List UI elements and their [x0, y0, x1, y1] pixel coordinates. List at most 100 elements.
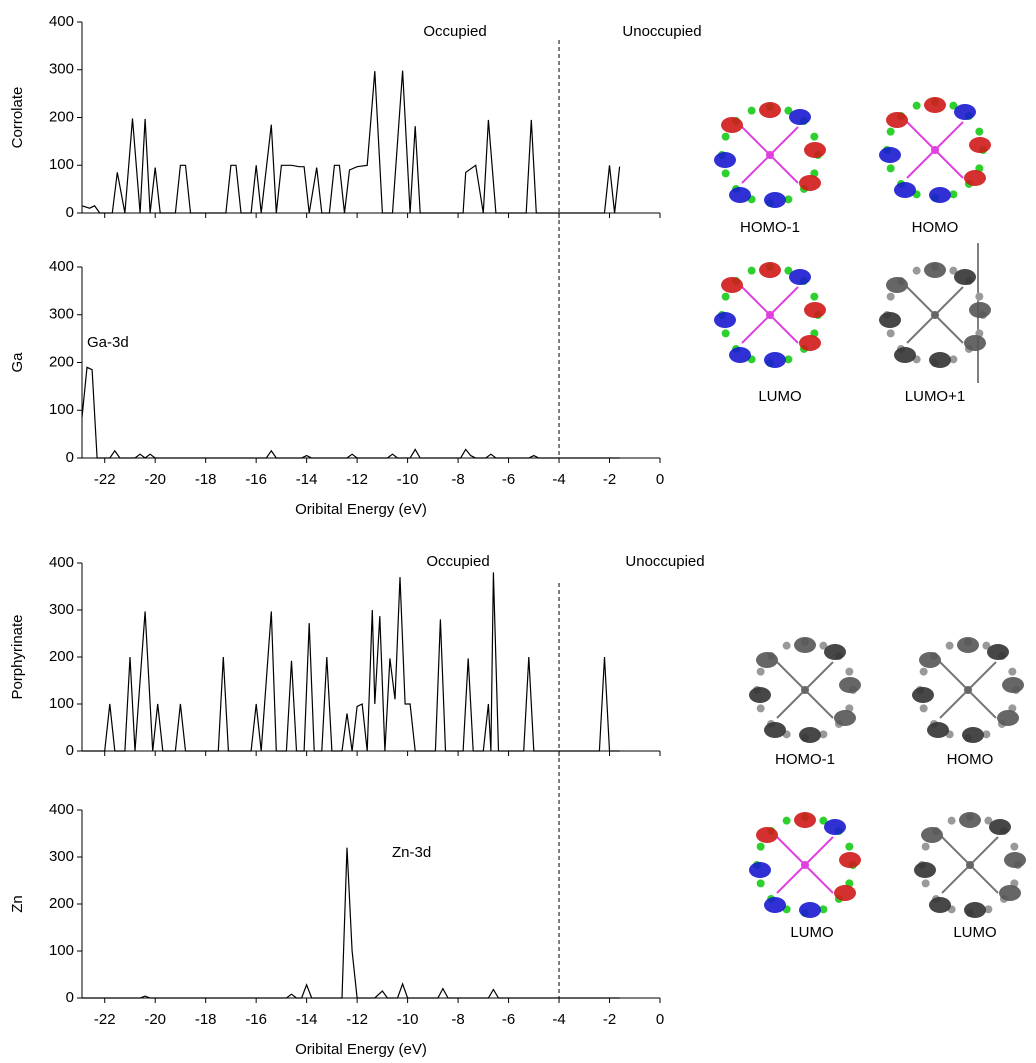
atom: [757, 668, 765, 676]
x-tick-label: -16: [245, 1011, 267, 1028]
y-tick-label: 300: [49, 306, 74, 323]
orbital-lobe: [929, 187, 951, 203]
atom: [722, 293, 730, 301]
orbital-image: [714, 102, 826, 208]
orbital-lobe: [789, 269, 811, 285]
orbital-lobe: [962, 727, 984, 743]
orbital-lobe: [729, 187, 751, 203]
x-tick-label: -22: [94, 471, 116, 488]
orbital-lobe: [924, 262, 946, 278]
orbital-lobe: [799, 335, 821, 351]
x-tick-label: -12: [346, 1011, 368, 1028]
orbital-lobe: [721, 277, 743, 293]
orbital-lobe: [959, 812, 981, 828]
orbital-lobe: [756, 827, 778, 843]
orbital-lobe: [954, 269, 976, 285]
atom: [748, 267, 756, 275]
orbital-lobe: [824, 644, 846, 660]
atom: [887, 164, 895, 172]
x-tick-label: 0: [656, 471, 664, 488]
annotation: Occupied: [426, 553, 489, 570]
orbital-lobe: [794, 637, 816, 653]
orbital-lobe: [927, 722, 949, 738]
orbital-label: LUMO+1: [905, 388, 965, 405]
x-tick-label: -18: [195, 471, 217, 488]
orbital-lobe: [924, 97, 946, 113]
orbital-lobe: [834, 885, 856, 901]
x-tick-label: -2: [603, 471, 616, 488]
orbital-lobe: [799, 902, 821, 918]
atom: [757, 704, 765, 712]
annotation: Unoccupied: [622, 23, 701, 40]
orbital-lobe: [919, 652, 941, 668]
x-tick-label: -6: [502, 1011, 515, 1028]
atom: [922, 879, 930, 887]
atom: [783, 817, 791, 825]
orbital-lobe: [759, 262, 781, 278]
orbital-lobe: [749, 862, 771, 878]
orbital-lobe: [764, 192, 786, 208]
orbital-lobe: [824, 819, 846, 835]
y-axis-label: Corrolate: [9, 87, 26, 149]
y-axis-label: Zn: [9, 895, 26, 913]
y-tick-label: 400: [49, 13, 74, 30]
orbital-lobe: [989, 819, 1011, 835]
atom: [887, 329, 895, 337]
atom: [887, 128, 895, 136]
orbital-label: HOMO-1: [740, 219, 800, 236]
y-axis-label: Porphyrinate: [9, 614, 26, 699]
orbital-lobe: [886, 277, 908, 293]
orbital-lobe: [929, 897, 951, 913]
orbital-lobe: [929, 352, 951, 368]
atom: [931, 311, 939, 319]
atom: [748, 107, 756, 115]
x-axis-label: Oribital Energy (eV): [295, 1041, 427, 1058]
y-axis-label: Ga: [9, 352, 26, 373]
orbital-lobe: [921, 827, 943, 843]
orbital-lobe: [714, 152, 736, 168]
atom: [948, 817, 956, 825]
atom: [931, 146, 939, 154]
y-tick-label: 100: [49, 695, 74, 712]
orbital-lobe: [997, 710, 1019, 726]
orbital-label: HOMO: [912, 219, 959, 236]
orbital-label: LUMO: [790, 924, 833, 941]
orbital-image: [749, 812, 861, 918]
orbital-lobe: [886, 112, 908, 128]
orbital-lobe: [764, 722, 786, 738]
orbital-lobe: [964, 335, 986, 351]
x-tick-label: -4: [552, 1011, 565, 1028]
orbital-label: HOMO: [947, 751, 994, 768]
orbital-lobe: [954, 104, 976, 120]
orbital-lobe: [834, 710, 856, 726]
y-tick-label: 0: [66, 449, 74, 466]
annotation: Unoccupied: [625, 553, 704, 570]
x-axis-label: Oribital Energy (eV): [295, 501, 427, 518]
orbital-lobe: [957, 637, 979, 653]
x-tick-label: -18: [195, 1011, 217, 1028]
x-tick-label: -2: [603, 1011, 616, 1028]
orbital-lobe: [1002, 677, 1024, 693]
x-tick-label: -20: [144, 471, 166, 488]
y-tick-label: 400: [49, 258, 74, 275]
x-tick-label: -14: [296, 1011, 318, 1028]
x-tick-label: -14: [296, 471, 318, 488]
orbital-lobe: [729, 347, 751, 363]
annotation: Ga-3d: [87, 334, 129, 351]
atom: [887, 293, 895, 301]
orbital-lobe: [804, 302, 826, 318]
data-line: [82, 367, 620, 458]
orbital-lobe: [759, 102, 781, 118]
x-tick-label: 0: [656, 1011, 664, 1028]
x-tick-label: -10: [397, 471, 419, 488]
atom: [757, 879, 765, 887]
x-tick-label: -20: [144, 1011, 166, 1028]
orbital-lobe: [969, 302, 991, 318]
atom: [913, 267, 921, 275]
x-tick-label: -10: [397, 1011, 419, 1028]
atom: [920, 668, 928, 676]
atom: [722, 133, 730, 141]
atom: [801, 686, 809, 694]
atom: [966, 861, 974, 869]
figure: 0100200300400CorrolateOccupiedUnoccupied…: [0, 0, 1036, 1063]
